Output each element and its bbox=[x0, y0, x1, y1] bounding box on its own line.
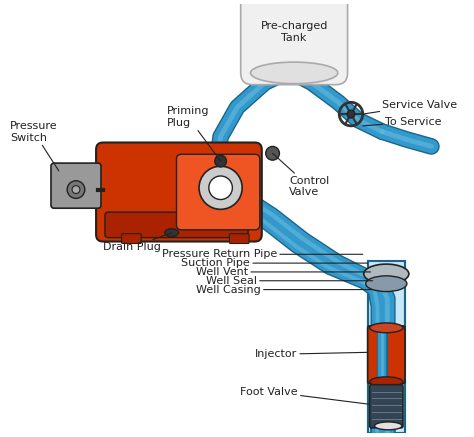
Ellipse shape bbox=[165, 229, 178, 237]
FancyBboxPatch shape bbox=[176, 154, 260, 230]
Circle shape bbox=[72, 186, 80, 194]
Text: Injector: Injector bbox=[255, 349, 368, 359]
Ellipse shape bbox=[250, 62, 338, 84]
Ellipse shape bbox=[374, 422, 402, 430]
Circle shape bbox=[266, 146, 280, 160]
Text: Well Vent: Well Vent bbox=[196, 267, 371, 277]
Ellipse shape bbox=[366, 276, 407, 291]
Ellipse shape bbox=[364, 264, 409, 284]
FancyBboxPatch shape bbox=[370, 385, 403, 428]
Text: Pressure
Switch: Pressure Switch bbox=[10, 121, 59, 171]
Text: Well Seal: Well Seal bbox=[206, 276, 373, 286]
FancyBboxPatch shape bbox=[368, 326, 405, 384]
FancyBboxPatch shape bbox=[96, 142, 262, 242]
Ellipse shape bbox=[370, 377, 403, 387]
Circle shape bbox=[199, 166, 242, 209]
FancyBboxPatch shape bbox=[105, 212, 248, 238]
Text: Well Casing: Well Casing bbox=[196, 284, 373, 295]
FancyBboxPatch shape bbox=[241, 0, 347, 85]
Text: Suction Pipe: Suction Pipe bbox=[182, 258, 368, 268]
Text: Control
Valve: Control Valve bbox=[273, 153, 329, 198]
Text: Drain Plug: Drain Plug bbox=[103, 233, 172, 253]
Text: Service Valve: Service Valve bbox=[363, 100, 457, 114]
FancyBboxPatch shape bbox=[229, 234, 249, 243]
Circle shape bbox=[67, 181, 85, 198]
Bar bbox=[368, 261, 405, 433]
Text: To Service: To Service bbox=[363, 117, 442, 127]
Circle shape bbox=[347, 110, 355, 118]
Circle shape bbox=[215, 155, 227, 167]
Circle shape bbox=[209, 176, 232, 200]
Text: Pressure Return Pipe: Pressure Return Pipe bbox=[162, 249, 363, 259]
Text: Priming
Plug: Priming Plug bbox=[167, 106, 220, 161]
Ellipse shape bbox=[370, 323, 403, 333]
Text: Foot Valve: Foot Valve bbox=[240, 387, 370, 404]
FancyBboxPatch shape bbox=[121, 234, 141, 243]
Text: Pre-charged
Tank: Pre-charged Tank bbox=[260, 21, 328, 42]
FancyBboxPatch shape bbox=[51, 163, 101, 208]
